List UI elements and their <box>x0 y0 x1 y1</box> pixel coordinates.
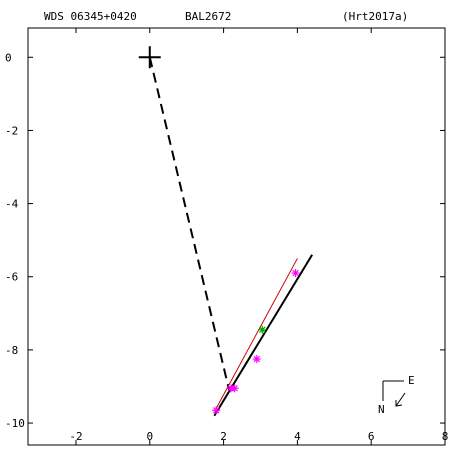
observation-point <box>212 406 221 415</box>
observation-point <box>252 355 261 364</box>
observation-points <box>212 269 300 415</box>
y-tick-label: -4 <box>5 198 19 211</box>
compass: E N <box>378 374 415 416</box>
primary-to-secondary-dashed-line <box>148 57 231 391</box>
x-tick-label: -2 <box>69 430 82 443</box>
header-discoverer: BAL2672 <box>185 10 231 23</box>
observation-point <box>291 269 300 278</box>
primary-star-marker <box>138 46 161 69</box>
y-tick-label: -8 <box>5 344 18 357</box>
observation-point <box>230 384 239 393</box>
header-wds-id: WDS 06345+0420 <box>44 10 137 23</box>
orbit-fit-line-red <box>215 258 298 409</box>
plot-frame <box>27 27 446 446</box>
y-tick-label: 0 <box>5 51 12 64</box>
header-reference: (Hrt2017a) <box>342 10 408 23</box>
x-tick-label: 2 <box>220 430 227 443</box>
compass-north-label: N <box>378 403 385 416</box>
x-tick-label: 4 <box>294 430 301 443</box>
motion-arrow-shaft <box>395 392 406 407</box>
axis-ticks: -2 0 2 4 6 8 0 -2 -4 -6 -8 -10 <box>5 28 448 445</box>
motion-arrow-head <box>395 400 403 407</box>
x-tick-label: 6 <box>368 430 375 443</box>
compass-east-label: E <box>408 374 415 387</box>
y-tick-label: -6 <box>5 271 18 284</box>
x-tick-label: 8 <box>442 430 449 443</box>
observation-point <box>258 325 267 334</box>
y-tick-label: -10 <box>5 417 25 430</box>
y-tick-label: -2 <box>5 124 18 137</box>
x-tick-label: 0 <box>146 430 153 443</box>
